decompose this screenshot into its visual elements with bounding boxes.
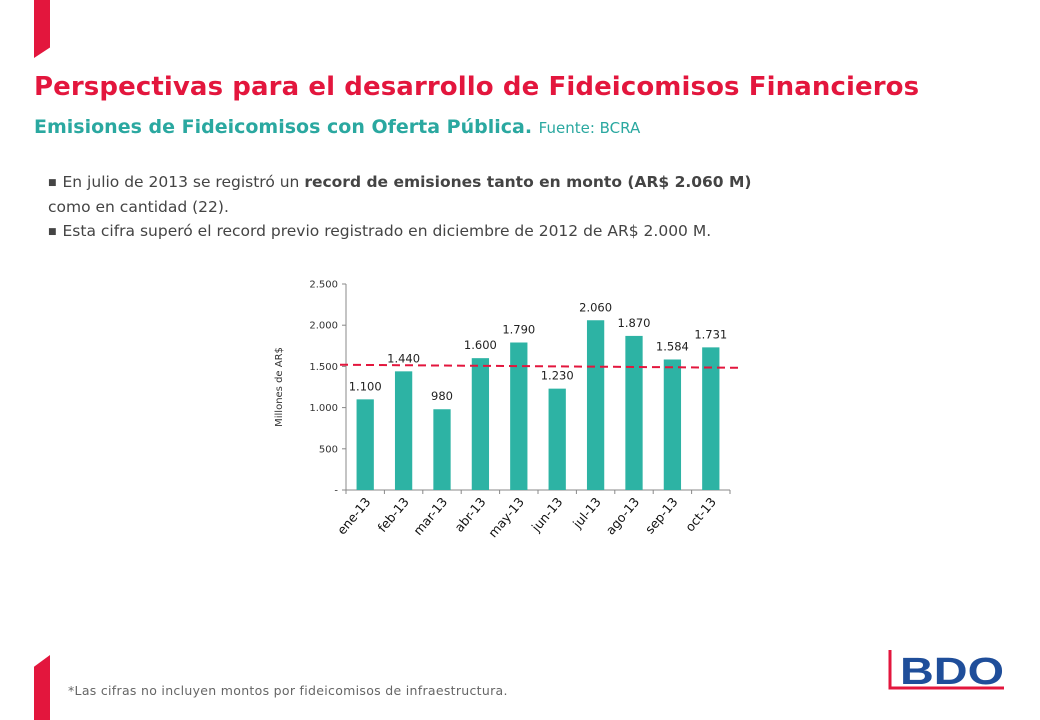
- bar-chart: - 500 1.000 1.500 2.000 2.500 Millones de AR$ 1…: [274, 280, 739, 540]
- bar: [433, 409, 451, 490]
- bullet-item-1-continuation: como en cantidad (22).: [48, 198, 229, 216]
- subtitle-text: Emisiones de Fideicomisos con Oferta Púb…: [34, 116, 533, 138]
- x-tick-label: sep-13: [642, 494, 681, 536]
- bullet-list: ■ En julio de 2013 se registró un record …: [48, 170, 898, 244]
- x-tick-label: ago-13: [603, 494, 643, 537]
- bar: [625, 335, 643, 490]
- x-tick-label: abr-13: [451, 494, 488, 535]
- reference-line: [339, 363, 739, 369]
- accent-bar-top: [34, 0, 50, 58]
- bullet-1-text: En julio de 2013 se registró un: [62, 173, 305, 191]
- bar: [586, 320, 605, 490]
- data-label: 1.790: [502, 323, 535, 337]
- bullet-item-1: ■ En julio de 2013 se registró un record …: [48, 170, 898, 195]
- page-subtitle: Emisiones de Fideicomisos con Oferta Púb…: [34, 116, 640, 138]
- data-label: 1.870: [618, 316, 651, 330]
- accent-bar-bottom: [34, 655, 50, 720]
- bullet-1-bold: record de emisiones tanto en monto (AR$ …: [304, 173, 752, 191]
- logo-text: BDO: [900, 651, 1004, 693]
- y-tick-label: 1.500: [309, 362, 338, 373]
- footnote: *Las cifras no incluyen montos por fidei…: [68, 683, 508, 698]
- bar: [394, 371, 413, 490]
- page-title: Perspectivas para el desarrollo de Fidei…: [34, 72, 920, 102]
- data-label: 1.600: [464, 338, 497, 352]
- data-label: 2.060: [579, 300, 612, 314]
- y-axis-label: Millones de AR$: [274, 347, 285, 427]
- y-tick-label: -: [334, 486, 338, 497]
- bdo-logo: BDO: [888, 650, 1004, 693]
- bar: [663, 359, 682, 490]
- x-tick-label: mar-13: [410, 494, 450, 538]
- data-label: 1.584: [656, 339, 689, 353]
- data-label: 1.100: [349, 379, 382, 393]
- bar: [510, 342, 528, 490]
- y-tick-label: 2.500: [309, 280, 338, 291]
- bullet-item-2: ■ Esta cifra superó el record previo regi…: [48, 219, 898, 244]
- y-tick-label: 1.000: [309, 403, 338, 414]
- data-label: 1.731: [694, 327, 727, 341]
- logo-frame: [888, 650, 1004, 690]
- data-label: 1.230: [541, 369, 574, 383]
- x-tick-label: jun-13: [528, 494, 566, 535]
- bar: [702, 347, 720, 490]
- data-label: 980: [431, 389, 453, 403]
- source-text: Fuente: BCRA: [538, 119, 641, 137]
- bar: [356, 399, 374, 490]
- square-bullet-icon: ■: [48, 227, 57, 237]
- y-tick-label: 500: [319, 444, 338, 455]
- x-tick-label: feb-13: [374, 494, 411, 535]
- bar: [548, 388, 566, 490]
- y-tick-label: 2.000: [309, 321, 338, 332]
- bar: [471, 358, 490, 490]
- data-label: 1.440: [387, 351, 420, 365]
- x-tick-label: oct-13: [682, 494, 719, 534]
- x-tick-label: may-13: [485, 494, 527, 540]
- bullet-2-text: Esta cifra superó el record previo regis…: [62, 222, 712, 240]
- x-tick-label: ene-13: [334, 494, 374, 537]
- square-bullet-icon: ■: [48, 178, 57, 188]
- x-tick-label: jul-13: [569, 494, 604, 531]
